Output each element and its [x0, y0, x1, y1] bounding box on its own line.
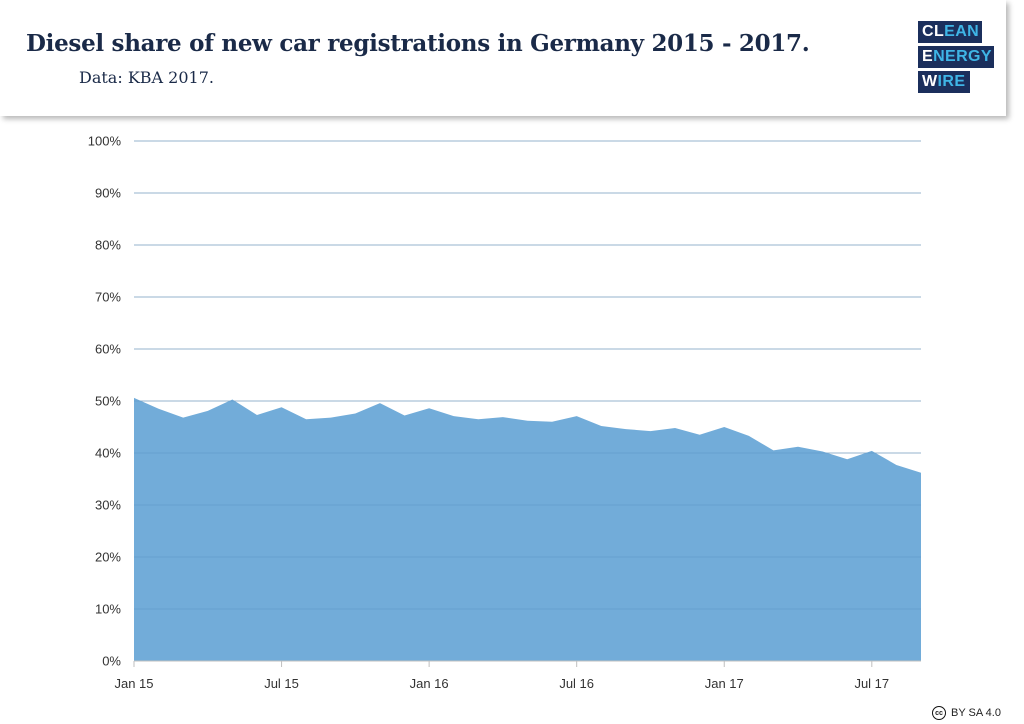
- x-axis-labels: Jan 15 Jul 15 Jan 16 Jul 16 Jan 17 Jul 17: [114, 676, 889, 691]
- y-tick-label: 60%: [95, 342, 121, 357]
- chart-title: Diesel share of new car registrations in…: [26, 30, 810, 57]
- y-tick-label: 80%: [95, 238, 121, 253]
- x-tick-label: Jan 17: [705, 676, 744, 691]
- y-tick-label: 30%: [95, 498, 121, 513]
- chart-subtitle: Data: KBA 2017.: [79, 68, 214, 87]
- x-tick-label: Jul 17: [854, 676, 889, 691]
- license-badge: cc BY SA 4.0: [932, 706, 1001, 720]
- y-tick-label: 10%: [95, 602, 121, 617]
- creative-commons-icon: cc: [932, 706, 946, 720]
- x-tick-label: Jan 15: [114, 676, 153, 691]
- y-tick-label: 20%: [95, 550, 121, 565]
- y-tick-label: 0%: [102, 654, 121, 669]
- license-text: BY SA 4.0: [951, 707, 1001, 719]
- y-tick-label: 70%: [95, 290, 121, 305]
- diesel-share-area: [134, 397, 921, 661]
- x-tick-label: Jul 15: [264, 676, 299, 691]
- x-tick-label: Jul 16: [559, 676, 594, 691]
- header-card: Diesel share of new car registrations in…: [0, 0, 1006, 116]
- grid-lines-overlay: [134, 140, 921, 610]
- logo-line-clean: CLEAN: [918, 21, 982, 43]
- logo-line-energy: ENERGY: [918, 46, 994, 68]
- y-axis-labels: 0% 10% 20% 30% 40% 50% 60% 70% 80% 90% 100%: [88, 134, 122, 669]
- y-tick-label: 90%: [95, 186, 121, 201]
- y-tick-label: 40%: [95, 446, 121, 461]
- x-axis-ticks: [133, 661, 873, 667]
- logo-line-wire: WIRE: [918, 71, 970, 93]
- y-tick-label: 50%: [95, 394, 121, 409]
- clean-energy-wire-logo: CLEAN ENERGY WIRE: [918, 21, 994, 96]
- x-tick-label: Jan 16: [410, 676, 449, 691]
- y-tick-label: 100%: [88, 134, 122, 149]
